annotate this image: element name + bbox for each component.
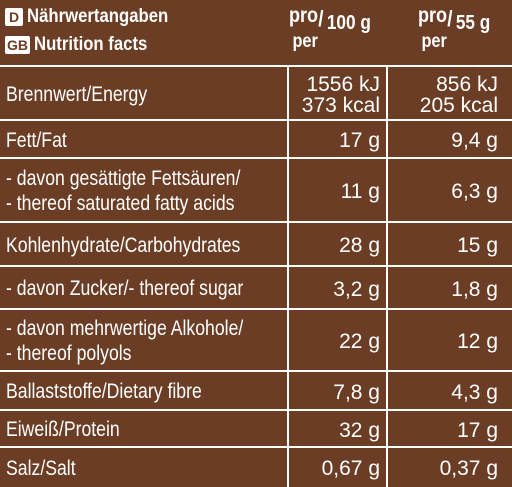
- value-per-100g: 1556 kJ: [306, 73, 380, 96]
- value-per-55g: 15 g: [457, 234, 498, 257]
- value-per-100g: 28 g: [339, 234, 380, 257]
- nutrient-label: Eiweiß/Protein: [6, 418, 120, 441]
- row-divider: [0, 446, 512, 448]
- value-per-55g: 856 kJ: [436, 73, 498, 96]
- column-header-per: per: [292, 31, 318, 52]
- nutrient-label: Brennwert/Energy: [6, 83, 148, 106]
- nutrient-label: - davon Zucker/- thereof sugar: [6, 277, 244, 300]
- nutrient-label: - thereof saturated fatty acids: [6, 192, 235, 215]
- table-row: Brennwert/Energy 1556 kJ 373 kcal 856 kJ 205…: [0, 66, 512, 120]
- nutrient-label: Kohlenhydrate/Carbohydrates: [6, 234, 241, 257]
- table-row: Ballaststoffe/Dietary fibre 7,8 g 4,3 g: [0, 371, 512, 410]
- row-divider: [0, 265, 512, 267]
- value-per-100g: 17 g: [339, 129, 380, 152]
- row-divider: [0, 119, 512, 121]
- table-row: Salz/Salt 0,67 g 0,37 g: [0, 447, 512, 487]
- column-header-pro: pro: [418, 4, 448, 27]
- english-heading: GB Nutrition facts: [5, 35, 163, 55]
- row-divider: [0, 65, 512, 67]
- table-header: D Nährwertangaben GB Nutrition facts pro…: [0, 0, 512, 66]
- row-divider: [0, 308, 512, 310]
- value-per-100g: 7,8 g: [333, 381, 380, 404]
- nutrient-label: Fett/Fat: [6, 129, 67, 152]
- german-language-badge: D: [5, 8, 23, 26]
- row-divider: [0, 370, 512, 372]
- german-title: Nährwertangaben: [27, 6, 169, 27]
- value-per-55g: 0,37 g: [439, 457, 498, 480]
- value-per-100g: 0,67 g: [321, 457, 380, 480]
- table-row: - davon mehrwertige Alkohole/- thereof p…: [0, 309, 512, 371]
- nutrient-label: - thereof polyols: [6, 342, 132, 365]
- column-header-per: per: [421, 31, 447, 52]
- value-per-100g: 373 kcal: [301, 94, 380, 117]
- nutrient-label: Salz/Salt: [6, 457, 76, 480]
- column-header-amount: 100 g: [326, 12, 371, 34]
- value-per-55g: 17 g: [457, 419, 498, 442]
- table-row: - davon gesättigte Fettsäuren/- thereof …: [0, 158, 512, 222]
- column-divider: [386, 66, 388, 487]
- column-header-slash: /: [318, 6, 324, 31]
- row-divider: [0, 409, 512, 411]
- value-per-100g: 32 g: [339, 419, 380, 442]
- value-per-100g: 22 g: [339, 330, 380, 353]
- english-language-badge: GB: [5, 36, 30, 54]
- table-row: - davon Zucker/- thereof sugar 3,2 g 1,8 g: [0, 266, 512, 309]
- value-per-55g: 12 g: [457, 330, 498, 353]
- value-per-55g: 6,3 g: [451, 180, 498, 203]
- value-per-100g: 3,2 g: [333, 278, 380, 301]
- german-heading: D Nährwertangaben: [5, 7, 187, 27]
- table-row: Fett/Fat 17 g 9,4 g: [0, 120, 512, 158]
- english-title: Nutrition facts: [34, 34, 148, 55]
- table-row: Kohlenhydrate/Carbohydrates 28 g 15 g: [0, 222, 512, 266]
- nutrient-label: - davon mehrwertige Alkohole/: [6, 317, 244, 340]
- table-row: Eiweiß/Protein 32 g 17 g: [0, 410, 512, 447]
- column-header-slash: /: [447, 6, 453, 31]
- row-divider: [0, 221, 512, 223]
- row-divider: [0, 157, 512, 159]
- value-per-100g: 11 g: [340, 180, 380, 203]
- nutrient-label: - davon gesättigte Fettsäuren/: [6, 167, 241, 190]
- value-per-55g: 1,8 g: [451, 278, 498, 301]
- value-per-55g: 4,3 g: [451, 381, 498, 404]
- column-header-pro: pro: [289, 4, 319, 27]
- column-divider: [287, 66, 289, 487]
- nutrient-label: Ballaststoffe/Dietary fibre: [6, 380, 202, 403]
- column-header-amount: 55 g: [455, 12, 491, 34]
- value-per-55g: 205 kcal: [419, 94, 498, 117]
- value-per-55g: 9,4 g: [451, 129, 498, 152]
